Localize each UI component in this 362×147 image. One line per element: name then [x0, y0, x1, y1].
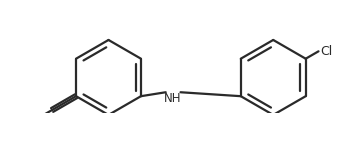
Text: Cl: Cl — [320, 45, 333, 58]
Text: NH: NH — [164, 92, 181, 105]
